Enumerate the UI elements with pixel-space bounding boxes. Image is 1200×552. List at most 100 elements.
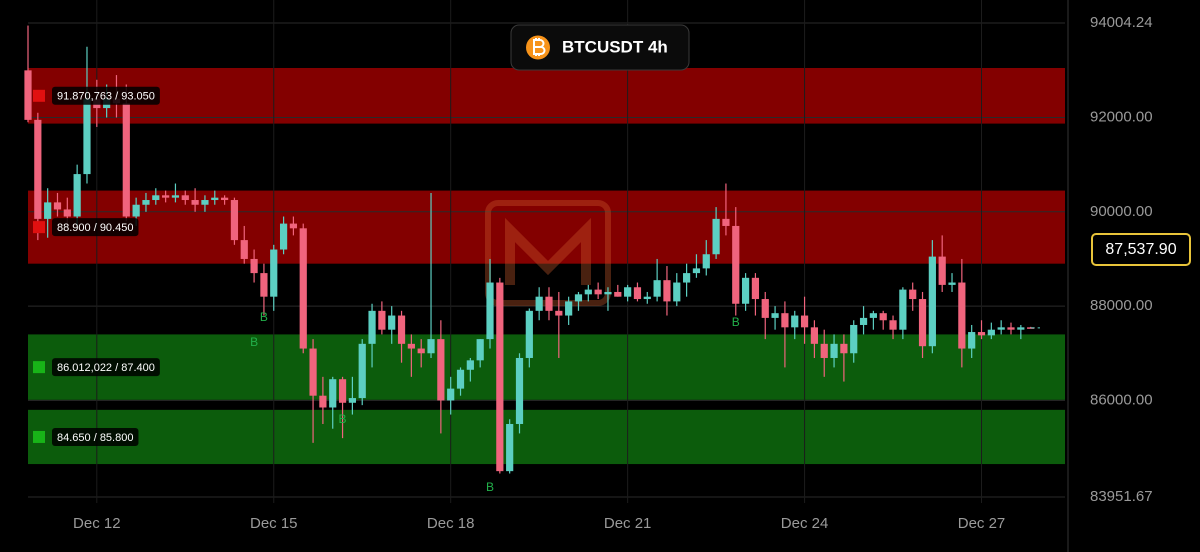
candle-body (427, 339, 435, 354)
candle-body (181, 195, 189, 201)
candle-body (486, 282, 494, 340)
candle-body (899, 289, 907, 330)
candle-body (928, 256, 936, 347)
candle-body (24, 70, 32, 120)
candle-body (191, 200, 199, 205)
buy-signal: B (260, 310, 268, 324)
y-tick-label: 94004.24 (1090, 14, 1153, 31)
title-frame (510, 24, 690, 71)
candle-body (830, 343, 838, 358)
zone-marker (33, 361, 45, 374)
candle-body (348, 398, 356, 403)
chart-title: BTCUSDT 4h (562, 37, 668, 56)
candle-body (535, 296, 543, 311)
bitcoin-glyph (533, 38, 546, 56)
candle-body (525, 310, 533, 358)
x-tick-label: Dec 12 (73, 515, 121, 532)
candle-body (309, 348, 317, 396)
zone-label-bg (52, 218, 139, 237)
candle-body (604, 291, 612, 295)
candle-body (289, 223, 298, 229)
candle-body (240, 240, 248, 259)
candle-body (122, 103, 130, 217)
candle-body (869, 313, 877, 318)
candle-body (624, 287, 632, 297)
last-price-frame (1091, 233, 1191, 266)
y-tick-label: 88000.00 (1090, 297, 1153, 314)
candle-body (466, 360, 474, 370)
candle-body (692, 268, 701, 274)
candle-body (63, 209, 71, 217)
candle-body (732, 225, 740, 304)
buy-signal: B (339, 412, 347, 426)
candle-body (230, 200, 239, 241)
candle-body (132, 204, 140, 217)
x-tick-label: Dec 21 (604, 515, 652, 532)
candle-body (977, 332, 986, 336)
watermark-m (505, 217, 591, 285)
candle-body (260, 273, 268, 297)
candle-body (338, 379, 347, 403)
candle-body (614, 291, 622, 297)
x-tick-label: Dec 24 (781, 515, 829, 532)
candle-body (417, 348, 425, 354)
candle-body (840, 343, 848, 354)
candle-body (987, 329, 995, 336)
candle-body (1017, 327, 1025, 330)
candle-body (34, 119, 42, 219)
candle-body (329, 379, 337, 408)
candle-body (810, 327, 818, 344)
candle-body (663, 280, 671, 302)
zone (28, 67, 1065, 124)
zone-label: 84.650 / 85.800 (57, 432, 133, 444)
labels: 91.870,763 / 93.050 88.900 / 90.450 86.012… (33, 14, 1153, 532)
candle-body (476, 339, 484, 361)
candle-body (781, 313, 789, 328)
candle-body (584, 289, 592, 295)
candle-body (574, 294, 583, 302)
zone-label-bg (52, 86, 160, 105)
candle-body (702, 254, 710, 269)
candle-body (515, 357, 524, 424)
candle-body (958, 282, 966, 349)
candle-body (53, 202, 62, 210)
candle-body (447, 388, 455, 401)
x-tick-label: Dec 18 (427, 515, 475, 532)
last-price-box: 87,537.90 (1091, 233, 1191, 266)
candle-body (594, 289, 602, 295)
zone (28, 190, 1065, 264)
candle-body (299, 228, 307, 349)
zone-marker (33, 430, 45, 443)
candle-body (555, 310, 563, 316)
candle-body (741, 277, 750, 304)
candle-body (142, 200, 150, 205)
zone-label: 91.870,763 / 93.050 (57, 91, 155, 103)
x-tick-label: Dec 27 (958, 515, 1006, 532)
zone-label: 86.012,022 / 87.400 (57, 362, 155, 374)
candle-body (397, 315, 406, 344)
zone-label: 88.900 / 90.450 (57, 222, 133, 234)
candle-body (889, 320, 897, 330)
zone-label-bg (52, 358, 160, 377)
candle-body (319, 395, 327, 408)
candle-body (791, 315, 799, 328)
candle-body (909, 289, 917, 300)
candle-body (162, 195, 170, 198)
candle-body (968, 332, 976, 349)
candle-body (496, 282, 504, 472)
y-tick-label: 90000.00 (1090, 203, 1153, 220)
candle-body (683, 273, 691, 283)
zones (28, 67, 1065, 465)
candle-body (250, 258, 258, 274)
candle-body (653, 280, 661, 297)
zone-marker (33, 221, 45, 234)
candle-body (761, 299, 769, 318)
candle-body (850, 324, 858, 354)
candles (24, 25, 1040, 474)
candle-body (938, 256, 946, 285)
candle-body (673, 282, 681, 302)
candle-body (820, 343, 828, 358)
candle-body (859, 317, 868, 325)
candle-body (378, 310, 386, 330)
candle-body (800, 315, 809, 328)
